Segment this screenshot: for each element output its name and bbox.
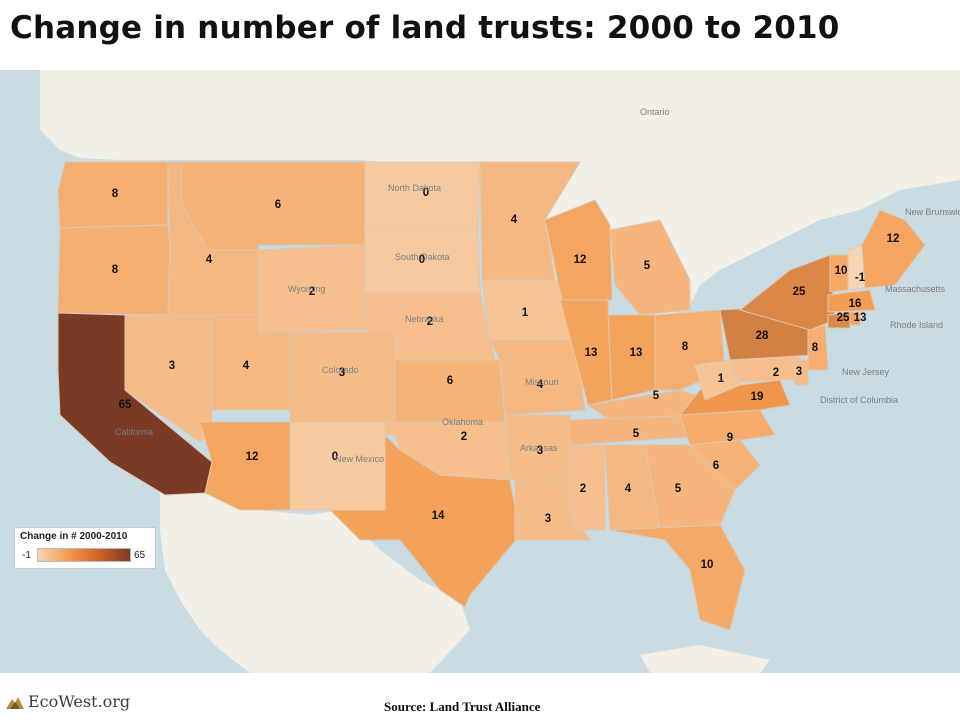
value-label-tx: 14 bbox=[432, 510, 445, 522]
value-label-ia: 1 bbox=[522, 307, 529, 319]
value-label-fl: 10 bbox=[701, 559, 714, 571]
value-label-al: 4 bbox=[625, 483, 632, 495]
legend-max: 65 bbox=[134, 550, 146, 561]
value-label-sd: 0 bbox=[419, 254, 425, 266]
value-label-id: 4 bbox=[206, 254, 213, 266]
legend-title: Change in # 2000-2010 bbox=[20, 531, 128, 542]
state-mi[interactable] bbox=[609, 219, 691, 316]
value-label-ar: 3 bbox=[537, 445, 543, 457]
value-label-ma: 16 bbox=[849, 298, 862, 310]
value-label-ri: 13 bbox=[854, 312, 867, 324]
place-labels: Ontario North Dakota South Dakota Wyoming Ne… bbox=[115, 107, 960, 464]
legend-color-ramp bbox=[37, 548, 131, 562]
place-label-north-dakota: North Dakota bbox=[388, 183, 441, 193]
value-label-mn: 4 bbox=[511, 214, 518, 226]
value-label-sc: 6 bbox=[713, 460, 719, 472]
value-label-in: 13 bbox=[630, 347, 643, 359]
place-label-nebraska: Nebraska bbox=[405, 314, 444, 324]
footer: EcoWest.org Source: Land Trust Alliance bbox=[0, 673, 960, 720]
state-mt[interactable] bbox=[181, 161, 366, 251]
place-label-district-of-columbia: District of Columbia bbox=[820, 395, 898, 405]
mountain-icon bbox=[6, 696, 24, 709]
value-label-wy: 2 bbox=[309, 286, 315, 298]
place-label-missouri: Missouri bbox=[525, 377, 559, 387]
value-label-wa: 8 bbox=[112, 188, 119, 200]
value-label-ct: 25 bbox=[837, 312, 850, 324]
choropleth-map[interactable]: 8 8 65 4 3 6 2 4 3 12 0 0 0 2 6 2 14 4 1 4 3 3 12 13 5 13 8 5 5 2 4 5 10… bbox=[0, 70, 960, 673]
value-label-oh: 8 bbox=[682, 341, 689, 353]
value-label-de: 3 bbox=[796, 366, 802, 378]
value-label-tn: 5 bbox=[633, 428, 640, 440]
place-label-oklahoma: Oklahoma bbox=[442, 417, 483, 427]
state-mo[interactable] bbox=[489, 339, 586, 416]
value-label-mo: 4 bbox=[537, 379, 544, 391]
value-label-az: 12 bbox=[246, 451, 259, 463]
place-label-arkansas: Arkansas bbox=[520, 443, 558, 453]
value-label-md: 2 bbox=[773, 367, 779, 379]
value-label-il: 13 bbox=[585, 347, 598, 359]
mexico-land bbox=[160, 480, 470, 673]
place-label-new-brunswick: New Brunswick bbox=[905, 207, 960, 217]
value-label-nc: 9 bbox=[727, 432, 733, 444]
place-label-california: California bbox=[115, 427, 153, 437]
value-label-ok: 2 bbox=[461, 431, 467, 443]
place-label-colorado: Colorado bbox=[322, 365, 359, 375]
value-label-va: 19 bbox=[751, 391, 764, 403]
value-label-ms: 2 bbox=[580, 483, 586, 495]
cuba-land bbox=[640, 645, 770, 673]
value-label-co: 3 bbox=[339, 367, 345, 379]
state-ks[interactable] bbox=[394, 359, 506, 423]
state-ct[interactable] bbox=[827, 311, 851, 329]
value-label-ut: 4 bbox=[243, 360, 250, 372]
state-ms[interactable] bbox=[569, 444, 606, 531]
value-label-ne: 2 bbox=[427, 316, 433, 328]
place-label-massachusetts: Massachusetts bbox=[885, 284, 946, 294]
place-label-ontario: Ontario bbox=[640, 107, 670, 117]
place-label-new-mexico: New Mexico bbox=[335, 454, 384, 464]
value-label-nd: 0 bbox=[423, 187, 429, 199]
state-ma[interactable] bbox=[827, 289, 876, 313]
state-wv[interactable] bbox=[694, 359, 741, 401]
map-title: Change in number of land trusts: 2000 to… bbox=[10, 10, 840, 46]
value-label-pa: 28 bbox=[756, 330, 769, 342]
value-label-ky: 5 bbox=[653, 390, 660, 402]
state-nm[interactable] bbox=[289, 421, 386, 511]
value-label-mt: 6 bbox=[275, 199, 281, 211]
ecowest-logo[interactable]: EcoWest.org bbox=[6, 692, 130, 711]
logo-text: EcoWest.org bbox=[28, 692, 131, 711]
state-wi[interactable] bbox=[544, 199, 613, 301]
state-va[interactable] bbox=[678, 379, 791, 416]
value-label-or: 8 bbox=[112, 264, 119, 276]
value-label-nh: -1 bbox=[855, 272, 866, 284]
value-label-nj: 8 bbox=[812, 342, 819, 354]
value-label-ny: 25 bbox=[793, 286, 806, 298]
legend-min: -1 bbox=[22, 550, 31, 561]
state-de[interactable] bbox=[794, 359, 809, 386]
place-label-new-jersey: New Jersey bbox=[842, 367, 890, 377]
state-me[interactable] bbox=[861, 209, 926, 289]
value-label-ca: 65 bbox=[119, 399, 132, 411]
state-az[interactable] bbox=[199, 421, 291, 511]
state-ri[interactable] bbox=[849, 311, 861, 326]
value-label-ks: 6 bbox=[447, 375, 453, 387]
value-label-nm: 0 bbox=[332, 451, 338, 463]
state-fl[interactable] bbox=[609, 524, 746, 631]
value-label-mi: 5 bbox=[644, 260, 651, 272]
value-label-me: 12 bbox=[887, 233, 900, 245]
legend: Change in # 2000-2010 -1 65 bbox=[14, 527, 156, 569]
state-mn[interactable] bbox=[479, 161, 581, 281]
value-label-ga: 5 bbox=[675, 483, 682, 495]
value-label-wv: 1 bbox=[718, 373, 725, 385]
value-label-vt: 10 bbox=[835, 265, 848, 277]
value-label-nv: 3 bbox=[169, 360, 175, 372]
state-regions bbox=[57, 161, 926, 631]
value-label-wi: 12 bbox=[574, 254, 587, 266]
place-label-wyoming: Wyoming bbox=[288, 284, 325, 294]
source-note: Source: Land Trust Alliance bbox=[384, 699, 541, 714]
value-label-la: 3 bbox=[545, 513, 551, 525]
place-label-rhode-island: Rhode Island bbox=[890, 320, 943, 330]
place-label-south-dakota: South Dakota bbox=[395, 252, 450, 262]
